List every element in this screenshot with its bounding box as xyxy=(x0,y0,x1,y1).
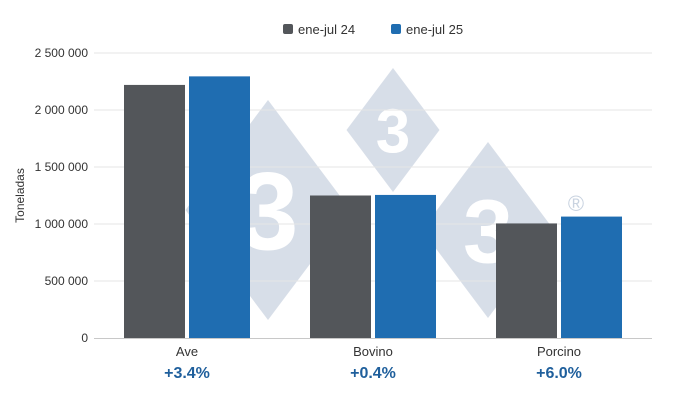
change-percent-label: +0.4% xyxy=(350,365,396,382)
x-category-label: Porcino xyxy=(537,344,581,359)
change-percent-label: +6.0% xyxy=(536,365,582,382)
y-tick-label: 1 000 000 xyxy=(35,217,89,231)
bar-bovino-series2[interactable] xyxy=(375,194,436,338)
gridlines xyxy=(94,52,652,282)
axes: 0 500 000 1 000 000 1 500 000 2 000 000 2 500… xyxy=(13,46,652,382)
legend-label: ene-jul 25 xyxy=(406,22,463,37)
legend-item[interactable]: ene-jul 25 xyxy=(391,22,463,37)
bar-porcino-series2[interactable] xyxy=(561,216,622,338)
bar-porcino-series1[interactable] xyxy=(496,223,557,338)
x-category-label: Ave xyxy=(176,344,198,359)
legend-swatch xyxy=(283,24,293,34)
bars xyxy=(124,76,622,339)
y-axis-title: Toneladas xyxy=(13,168,27,223)
legend-item[interactable]: ene-jul 24 xyxy=(283,22,355,37)
y-tick-label: 500 000 xyxy=(45,274,89,288)
watermark-diamond: 3 xyxy=(346,68,440,192)
bar-ave-series2[interactable] xyxy=(189,76,250,339)
y-tick-label: 2 000 000 xyxy=(35,103,89,117)
change-percent-label: +3.4% xyxy=(164,365,210,382)
watermark-digit: 3 xyxy=(376,97,410,166)
y-tick-label: 0 xyxy=(81,331,88,345)
bar-bovino-series1[interactable] xyxy=(310,195,371,339)
y-tick-label: 2 500 000 xyxy=(35,46,89,60)
watermark-registered-mark: ® xyxy=(568,191,584,216)
x-category-label: Bovino xyxy=(353,344,393,359)
y-tick-label: 1 500 000 xyxy=(35,160,89,174)
legend: ene-jul 24 ene-jul 25 xyxy=(283,22,463,37)
legend-label: ene-jul 24 xyxy=(298,22,355,37)
bar-ave-series1[interactable] xyxy=(124,84,185,338)
legend-swatch xyxy=(391,24,401,34)
